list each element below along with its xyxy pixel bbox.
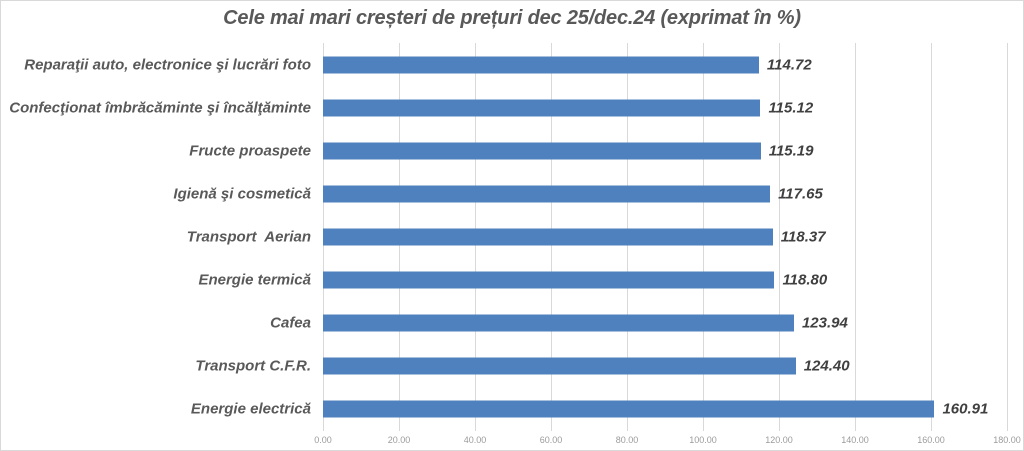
bar xyxy=(323,142,761,160)
x-tick-label: 40.00 xyxy=(463,435,487,445)
gridline xyxy=(779,43,780,431)
bar xyxy=(323,99,761,117)
category-label: Fructe proaspete xyxy=(189,142,311,160)
bar xyxy=(323,314,794,332)
x-tick-label: 160.00 xyxy=(917,435,945,445)
bar-row: Confecţionat îmbrăcăminte şi încălţămint… xyxy=(9,86,1007,129)
category-label: Reparaţii auto, electronice şi lucrări f… xyxy=(24,56,311,74)
value-label: 160.91 xyxy=(942,400,989,418)
x-tick-label: 60.00 xyxy=(539,435,563,445)
value-label: 118.80 xyxy=(782,271,828,289)
bar-row: Fructe proaspete 115.19 xyxy=(189,129,1007,172)
value-label: 114.72 xyxy=(766,56,812,74)
plot-area: Reparaţii auto, electronice şi lucrări f… xyxy=(9,43,1008,431)
bar xyxy=(323,400,935,418)
bar xyxy=(323,271,775,289)
bar-row: Energie termică 118.80 xyxy=(198,259,1007,302)
chart-title: Cele mai mari creșteri de prețuri dec 25… xyxy=(223,7,801,29)
x-tick-label: 0.00 xyxy=(314,435,332,445)
x-axis: 0.00 20.00 40.00 60.00 80.00 100.00 120.00 140.… xyxy=(314,432,1021,450)
category-label: Igienă şi cosmetică xyxy=(173,185,311,203)
value-label: 124.40 xyxy=(803,357,850,375)
x-tick-label: 100.00 xyxy=(689,435,717,445)
x-tick-label: 180.00 xyxy=(993,435,1021,445)
bar-row: Energie electrică 160.91 xyxy=(191,388,1007,431)
bar xyxy=(323,185,771,203)
gridline xyxy=(930,43,932,431)
bar xyxy=(323,56,759,74)
bar-row: Reparaţii auto, electronice şi lucrări f… xyxy=(24,43,1007,86)
value-label: 118.37 xyxy=(780,228,826,246)
gridline xyxy=(1007,43,1008,431)
value-label: 117.65 xyxy=(778,185,823,203)
value-label: 123.94 xyxy=(801,314,848,332)
x-tick-label: 20.00 xyxy=(387,435,411,445)
category-label: Transport C.F.R. xyxy=(195,357,311,375)
value-label: 115.19 xyxy=(768,142,814,160)
bar-row: Transport Aerian 118.37 xyxy=(187,215,1007,258)
value-label: 115.12 xyxy=(768,99,814,117)
category-label: Energie termică xyxy=(198,271,311,289)
bar xyxy=(323,228,773,246)
category-label: Transport Aerian xyxy=(186,228,311,246)
x-tick-label: 80.00 xyxy=(615,435,639,445)
bar-row: Cafea 123.94 xyxy=(270,302,1007,345)
x-tick-label: 140.00 xyxy=(841,435,869,445)
category-label: Energie electrică xyxy=(190,400,311,418)
category-label: Cafea xyxy=(270,314,311,332)
x-tick-label: 120.00 xyxy=(765,435,793,445)
bar xyxy=(323,357,796,375)
bar-row: Transport C.F.R. 124.40 xyxy=(195,345,1007,388)
gridline xyxy=(855,43,856,431)
bar-row: Igienă şi cosmetică 117.65 xyxy=(173,172,1007,215)
category-label: Confecţionat îmbrăcăminte şi încălţămint… xyxy=(9,99,311,117)
